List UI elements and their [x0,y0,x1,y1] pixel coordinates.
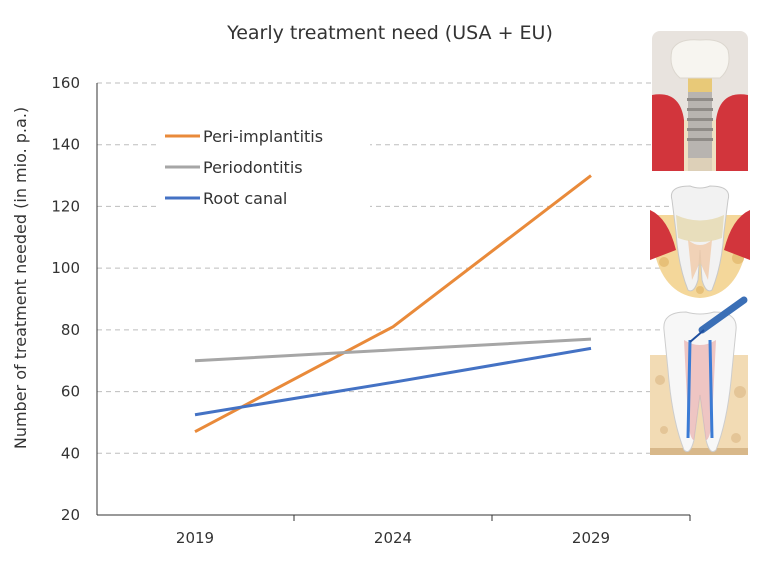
legend-label-root-canal: Root canal [203,189,287,208]
axes [96,83,691,521]
y-tick-label-80: 80 [61,321,80,339]
y-tick-label-40: 40 [61,444,80,462]
y-tick-label-60: 60 [61,383,80,401]
legend-label-periodontitis: Periodontitis [203,158,303,177]
peri-implantitis-illustration [652,31,748,171]
x-tick-label-2019: 2019 [176,529,214,547]
y-tick-label-140: 140 [51,136,80,154]
y-tick-labels: 20 40 60 80 100 120 140 160 [51,74,80,524]
series-lines [194,174,592,434]
series-line-peri-implantitis [194,174,592,434]
legend: Peri-implantitis Periodontitis Root canal [165,127,323,208]
root-canal-illustration [650,296,748,455]
series-line-root-canal [194,346,592,417]
periodontitis-illustration [650,185,750,298]
y-tick-label-100: 100 [51,259,80,277]
legend-label-peri-implantitis: Peri-implantitis [203,127,323,146]
x-tick-labels: 2019 2024 2029 [176,529,610,547]
series-line-periodontitis [194,337,592,363]
y-axis-label: Number of treatment needed (in mio. p.a.… [11,107,30,449]
x-tick-label-2029: 2029 [572,529,610,547]
y-tick-label-20: 20 [61,506,80,524]
y-tick-label-120: 120 [51,197,80,215]
y-tick-label-160: 160 [51,74,80,92]
x-tick-label-2024: 2024 [374,529,412,547]
chart-title: Yearly treatment need (USA + EU) [226,22,553,44]
